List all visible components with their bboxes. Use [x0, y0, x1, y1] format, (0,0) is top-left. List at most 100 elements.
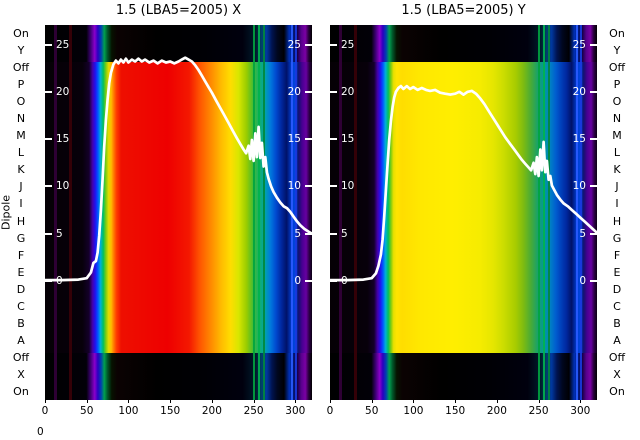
power-curve-line: [45, 56, 312, 282]
heatmap-panel-y: 25 25 20 20 15 15 10 10 5 5 0 0: [330, 25, 597, 400]
db-tick-mark: [45, 43, 52, 46]
db-tick-label: 25: [287, 38, 301, 51]
next-axis-tick-label: 0: [37, 426, 44, 438]
x-tick-mark: [330, 400, 331, 403]
dipole-label: C: [613, 299, 621, 313]
db-tick-label: 0: [579, 275, 586, 287]
db-tick-label: 25: [56, 38, 70, 51]
dipole-label: N: [16, 112, 26, 126]
db-tick-mark: [305, 90, 312, 93]
db-tick-mark: [305, 138, 312, 141]
dipole-label: J: [19, 180, 23, 194]
x-tick-mark: [170, 400, 172, 403]
dipole-label: M: [16, 129, 26, 143]
db-tick-mark: [590, 185, 597, 188]
db-tick-label: 20: [572, 85, 586, 98]
dipole-label: Off: [12, 61, 30, 75]
db-tick-mark: [45, 90, 52, 93]
db-tick-mark: [330, 232, 337, 235]
dipole-label: N: [612, 112, 622, 126]
dipole-label: On: [609, 385, 625, 398]
dipole-label: D: [612, 282, 622, 296]
dipole-label: A: [613, 333, 621, 347]
db-tick-mark: [305, 43, 312, 46]
dipole-label: B: [613, 316, 621, 330]
x-tick-label: 100: [403, 405, 424, 417]
dipole-label: F: [17, 248, 25, 262]
dipole-label: P: [613, 78, 621, 92]
vertical-marker-line: [53, 25, 57, 400]
db-tick-label: 10: [341, 180, 355, 193]
db-tick-mark: [305, 185, 312, 188]
dipole-label: B: [17, 316, 25, 330]
db-tick-label: 10: [287, 180, 301, 193]
x-tick-label: 300: [570, 405, 591, 417]
right-panel-title: 1.5 (LBA5=2005) Y: [401, 3, 526, 18]
heatmap-top-band: [330, 25, 597, 62]
dipole-label: Y: [17, 44, 25, 58]
x-tick-mark: [211, 400, 213, 403]
db-tick-mark: [305, 232, 312, 235]
vertical-marker-line: [295, 25, 298, 400]
dipole-label: E: [613, 265, 621, 279]
db-tick-label: 5: [56, 227, 63, 240]
heatmap-center-band: [330, 62, 597, 353]
dipole-label: On: [13, 385, 29, 398]
power-curve-line: [330, 84, 597, 282]
vertical-marker-line: [537, 25, 540, 400]
dipole-label: L: [17, 146, 25, 160]
x-tick-mark: [253, 400, 255, 403]
heatmap-bottom-band: [45, 353, 312, 400]
db-tick-mark: [590, 138, 597, 141]
dipole-labels-right: On Y Off P O N M L K J I H G F E D C B A Off X On: [600, 25, 634, 400]
db-tick-mark: [330, 90, 337, 93]
dipole-label: P: [17, 78, 25, 92]
dipole-label: X: [613, 367, 621, 381]
dipole-label: Off: [608, 350, 626, 364]
dipole-label: A: [17, 333, 25, 347]
db-tick-label: 20: [341, 85, 355, 98]
dipole-label: O: [16, 95, 26, 109]
heatmap-panel-x: 25 25 20 20 15 15 10 10 5 5 0 0: [45, 25, 312, 400]
left-panel-title: 1.5 (LBA5=2005) X: [115, 3, 242, 18]
dipole-label: D: [16, 282, 26, 296]
db-tick-mark: [590, 232, 597, 235]
vertical-marker-line: [580, 25, 583, 400]
x-axis-ticks-left: 0 50 100 150 200 250 300: [42, 400, 312, 420]
x-tick-label: 200: [201, 405, 222, 417]
x-tick-label: 150: [445, 405, 466, 417]
dipole-labels-left: On Y Off P O N M L K J I H G F E D C B A Off X On: [4, 25, 38, 400]
vertical-marker-line: [547, 25, 550, 400]
dipole-label: G: [16, 231, 26, 245]
dipole-label: L: [613, 146, 621, 160]
x-tick-mark: [580, 400, 582, 403]
vertical-marker-line: [262, 25, 265, 400]
x-tick-label: 50: [80, 405, 94, 417]
x-tick-mark: [295, 400, 297, 403]
x-tick-mark: [86, 400, 88, 403]
x-tick-label: 0: [326, 405, 334, 417]
dipole-label: H: [612, 214, 622, 228]
db-tick-label: 5: [294, 227, 301, 240]
db-tick-mark: [330, 43, 337, 46]
x-tick-mark: [413, 400, 415, 403]
power-curve: [45, 56, 312, 282]
dipole-label: Off: [608, 61, 626, 75]
dipole-label: I: [19, 197, 23, 211]
x-tick-mark: [371, 400, 373, 403]
x-tick-mark: [455, 400, 457, 403]
db-tick-label: 20: [56, 85, 70, 98]
db-tick-label: 15: [56, 133, 70, 146]
x-tick-label: 150: [160, 405, 181, 417]
dipole-label: On: [609, 27, 625, 41]
db-tick-label: 20: [287, 85, 301, 98]
heatmap-top-band: [45, 25, 312, 62]
dipole-label: X: [17, 367, 25, 381]
dipole-label: F: [613, 248, 621, 262]
x-axis-ticks-right: 0 50 100 150 200 250 300: [326, 400, 597, 420]
x-tick-label: 250: [528, 405, 549, 417]
dipole-label: M: [612, 129, 622, 143]
x-tick-label: 300: [285, 405, 306, 417]
db-tick-mark: [590, 280, 597, 282]
